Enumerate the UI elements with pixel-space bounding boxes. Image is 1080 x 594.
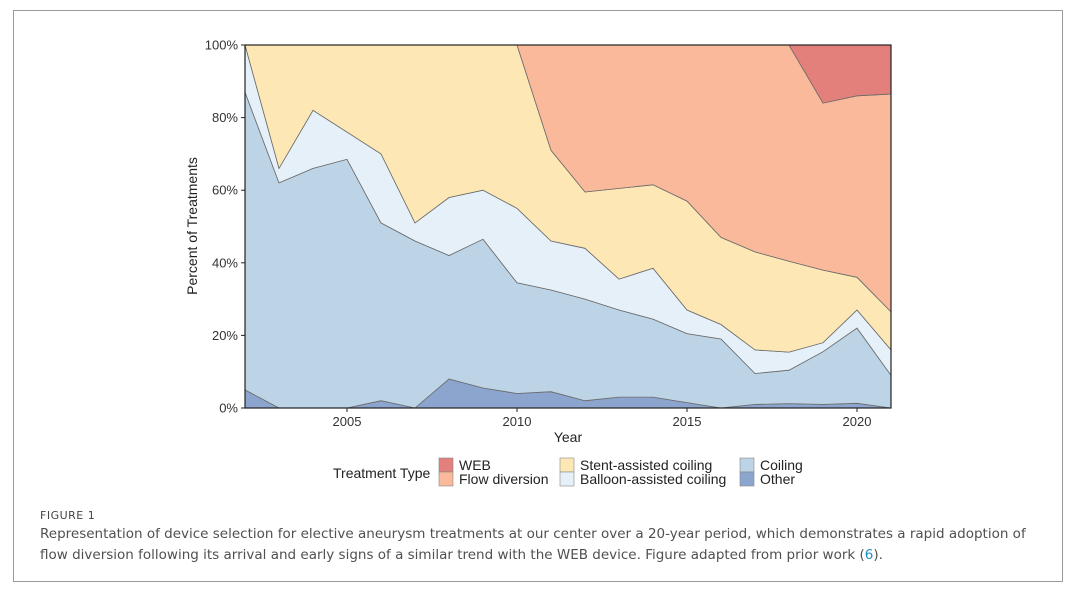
legend-swatch-balloon-assisted-coiling	[559, 471, 575, 487]
y-tick-label: 80%	[212, 110, 238, 125]
y-tick-label: 100%	[205, 38, 239, 53]
figure-label: FIGURE 1	[40, 509, 96, 522]
y-axis-label: Percent of Treatments	[184, 157, 200, 295]
legend-swatch-other	[739, 471, 755, 487]
caption-reference-link[interactable]: 6	[864, 547, 874, 563]
x-tick-label: 2020	[843, 414, 872, 429]
legend-swatch-coiling	[739, 457, 755, 473]
legend-label-web: WEB	[459, 457, 491, 473]
y-tick-label: 20%	[212, 328, 238, 343]
y-tick-label: 40%	[212, 255, 238, 270]
x-tick-label: 2010	[503, 414, 532, 429]
stacked-area-chart: 0% 20% 40% 60% 80% 100% 2005 2010 2015 2020 Year…	[184, 38, 892, 487]
plot-border	[244, 44, 892, 409]
caption-line-2-end: ).	[873, 547, 883, 563]
chart-areas	[244, 44, 892, 409]
legend-label-stent-assisted-coiling: Stent-assisted coiling	[580, 457, 712, 473]
x-tick-label: 2005	[333, 414, 362, 429]
legend-swatch-web	[438, 457, 454, 473]
y-axis: 0% 20% 40% 60% 80% 100%	[205, 38, 245, 416]
legend-label-flow-diversion: Flow diversion	[459, 471, 548, 487]
legend-label-coiling: Coiling	[760, 457, 803, 473]
legend-label-balloon-assisted-coiling: Balloon-assisted coiling	[580, 471, 726, 487]
legend-label-other: Other	[760, 471, 795, 487]
legend-swatch-stent-assisted-coiling	[559, 457, 575, 473]
legend-title: Treatment Type	[333, 465, 430, 481]
x-axis-label: Year	[554, 429, 583, 445]
legend-swatch-flow-diversion	[438, 471, 454, 487]
figure-caption: Representation of device selection for e…	[40, 524, 1040, 566]
y-tick-label: 60%	[212, 183, 238, 198]
caption-line-2: flow diversion following its arrival and…	[40, 547, 865, 563]
x-axis: 2005 2010 2015 2020	[333, 408, 872, 429]
caption-line-1: Representation of device selection for e…	[40, 526, 1026, 542]
y-tick-label: 0%	[219, 401, 238, 416]
x-tick-label: 2015	[673, 414, 702, 429]
